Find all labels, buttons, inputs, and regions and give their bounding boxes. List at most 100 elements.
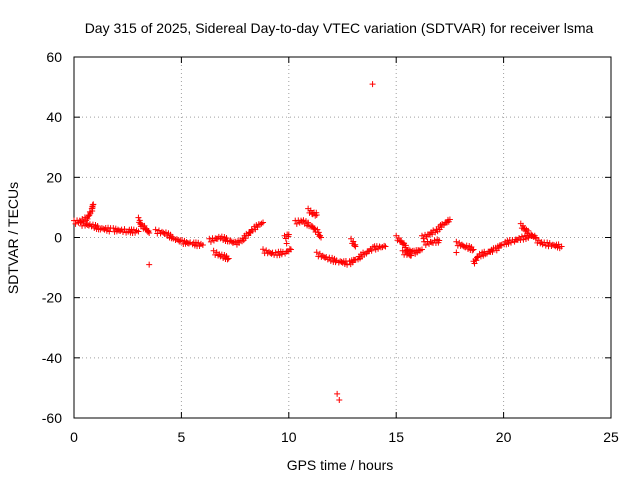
data-point [471,260,478,267]
data-point [508,239,515,246]
data-point [334,390,341,397]
data-point [130,226,137,233]
data-point [429,231,436,238]
data-point [85,213,92,220]
x-tick-label: 0 [70,429,78,445]
x-tick-label: 20 [496,429,512,445]
data-point [518,233,525,240]
data-point [242,235,249,242]
data-point [469,247,476,254]
data-point [408,252,415,259]
data-point [418,232,425,239]
data-point [260,246,267,253]
data-point [544,239,551,246]
data-point [422,241,429,248]
data-point [283,240,290,247]
data-point [258,220,265,227]
data-point [376,243,383,250]
data-point [305,219,312,226]
x-tick-label: 15 [388,429,404,445]
axes [73,56,612,419]
data-point [245,232,252,239]
data-point [225,255,232,262]
labels: 0 5 10 15 20 25 -60 -40 -20 0 20 40 60 [42,49,619,445]
data-point [461,243,468,250]
data-point [382,243,389,250]
y-tick-label: -20 [42,290,62,306]
data-point [207,238,214,245]
data-point [224,256,231,263]
data-point [293,220,300,227]
data-point [286,246,293,253]
y-tick-label: 20 [46,169,62,185]
data-point [300,217,307,224]
data-point [313,249,320,256]
data-point [525,227,532,234]
data-point [77,219,84,226]
data-point [336,396,343,403]
y-tick-label: 60 [46,49,62,65]
data-point [558,243,565,250]
data-point [453,238,460,245]
data-point [418,246,425,253]
data-point [327,257,334,264]
data-point [223,235,230,242]
data-point [399,247,406,254]
data-point [195,239,202,246]
data-point [146,229,153,236]
data-point [157,230,164,237]
data-point [281,232,288,239]
data-point [350,238,357,245]
data-point [474,254,481,261]
data-point [85,222,92,229]
data-point [555,241,562,248]
data-point [542,242,549,249]
data-point [90,201,97,208]
data-point [136,217,143,224]
x-tick-label: 25 [603,429,619,445]
data-point [229,239,236,246]
data-point [497,242,504,249]
data-point [84,215,91,222]
data-point [436,237,443,244]
data-point [489,248,496,255]
data-point [473,257,480,264]
data-point [94,223,101,230]
x-tick-label: 10 [281,429,297,445]
data-point [352,243,359,250]
data-point [368,247,375,254]
data-point [80,219,87,226]
data-series [71,81,565,403]
data-point [135,228,142,235]
data-point [106,228,113,235]
y-tick-label: -40 [42,350,62,366]
data-point [287,246,294,253]
data-point [399,241,406,248]
data-point [210,247,217,254]
data-point [532,235,539,242]
data-point [307,207,314,214]
data-point [121,226,128,233]
data-point [152,226,159,233]
data-point [311,225,318,232]
data-point [285,231,292,238]
data-point [117,227,124,234]
data-point [344,261,351,268]
data-point [144,228,151,235]
data-point [254,224,261,231]
data-point [185,240,192,247]
data-point [314,226,321,233]
y-tick-label: 40 [46,109,62,125]
x-axis-label: GPS time / hours [287,457,394,473]
data-point [369,81,376,88]
data-point [72,220,79,227]
data-point [402,242,409,249]
x-tick-label: 5 [178,429,186,445]
data-point [318,234,325,241]
data-point [268,250,275,257]
data-point [199,242,206,249]
data-point [315,229,322,236]
data-point [272,249,279,256]
data-point [176,238,183,245]
